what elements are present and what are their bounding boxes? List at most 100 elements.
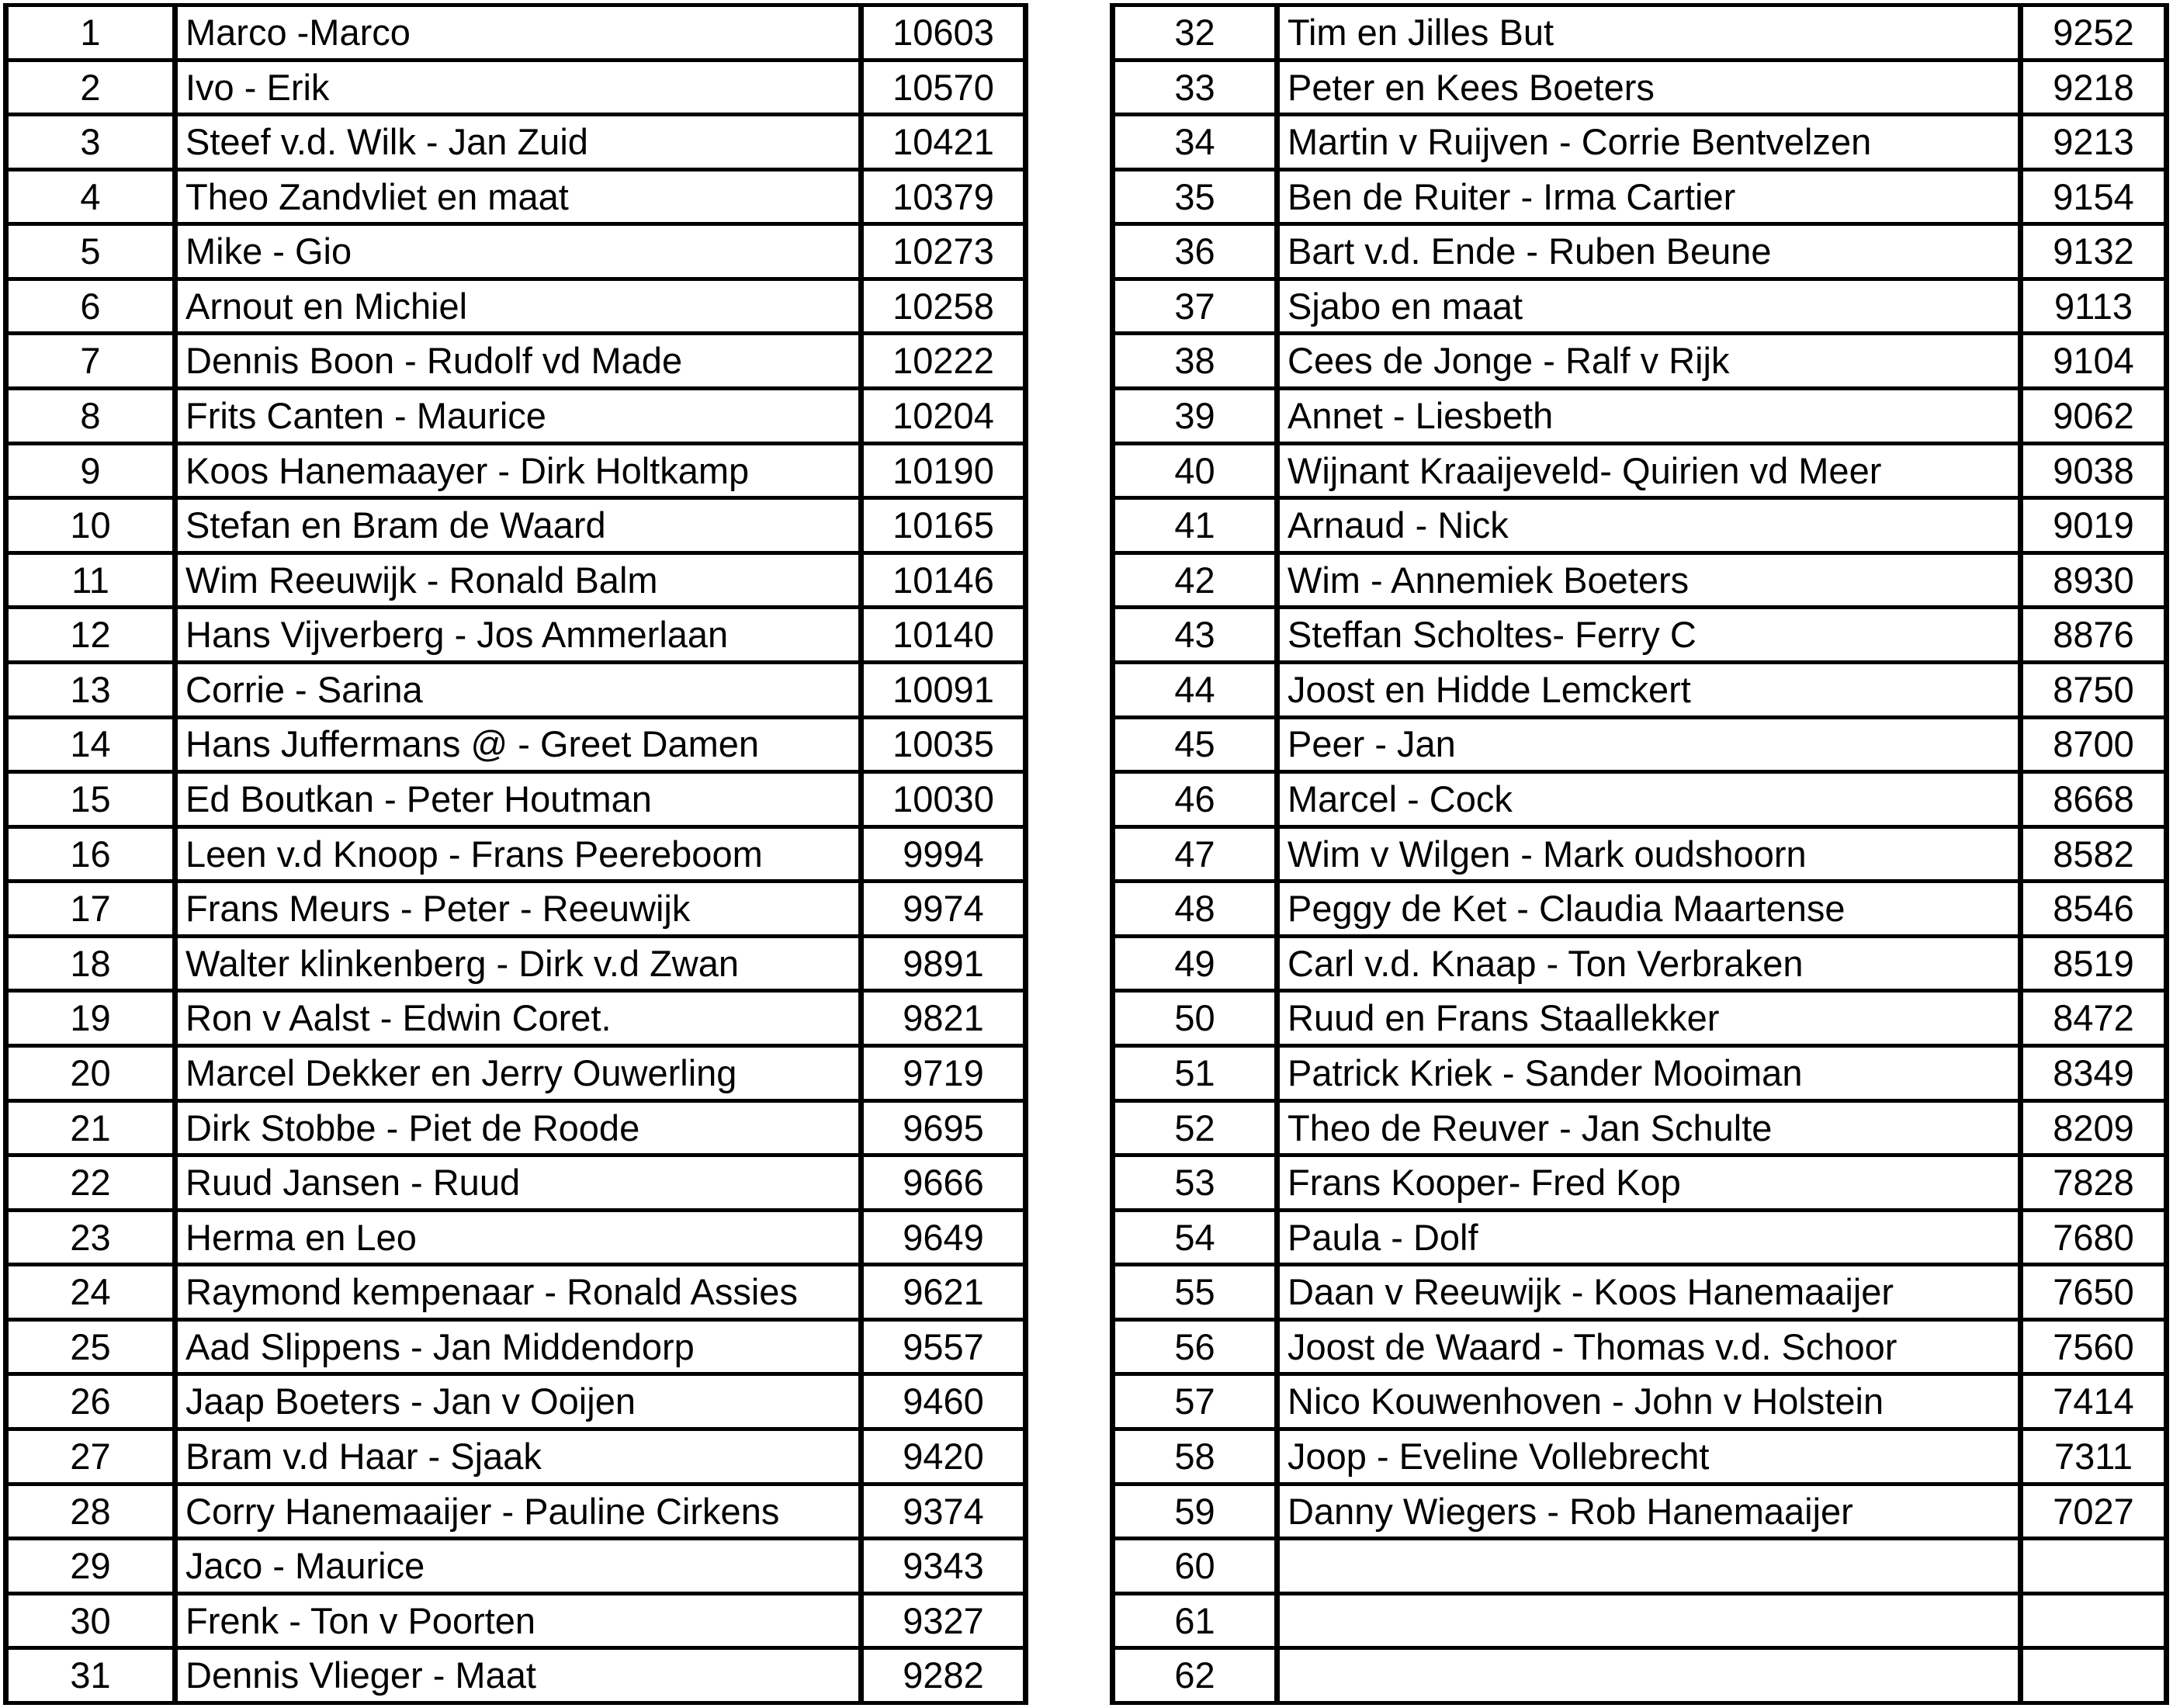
rank-cell: 57: [1110, 1372, 1280, 1432]
rank-cell: 8: [3, 386, 178, 445]
table-row: 23 Herma en Leo 9649: [3, 1207, 1028, 1267]
name-cell: Wim - Annemiek Boeters: [1274, 550, 2023, 610]
rank-cell: 32: [1110, 3, 1280, 62]
rank-cell: 10: [3, 496, 178, 555]
table-row: 53 Frans Kooper- Fred Kop 7828: [1110, 1153, 2169, 1212]
rank-cell: 23: [3, 1207, 178, 1267]
table-row: 42 Wim - Annemiek Boeters 8930: [1110, 550, 2169, 610]
name-cell: Patrick Kriek - Sander Mooiman: [1274, 1043, 2023, 1103]
score-cell: 10165: [858, 496, 1028, 555]
table-row: 19 Ron v Aalst - Edwin Coret. 9821: [3, 989, 1028, 1048]
table-row: 30 Frenk - Ton v Poorten 9327: [3, 1591, 1028, 1651]
table-row: 38 Cees de Jonge - Ralf v Rijk 9104: [1110, 331, 2169, 391]
name-cell: Herma en Leo: [172, 1207, 864, 1267]
score-cell: 8472: [2018, 989, 2169, 1048]
rank-cell: 12: [3, 605, 178, 664]
score-cell: 9891: [858, 934, 1028, 993]
name-cell: Hans Juffermans @ - Greet Damen: [172, 715, 864, 774]
score-cell: 9132: [2018, 222, 2169, 281]
rank-cell: 55: [1110, 1263, 1280, 1322]
rank-cell: 5: [3, 222, 178, 281]
rank-cell: 53: [1110, 1153, 1280, 1212]
score-cell: 10190: [858, 441, 1028, 501]
rank-cell: 27: [3, 1427, 178, 1486]
score-cell: 9649: [858, 1207, 1028, 1267]
name-cell: Frans Kooper- Fred Kop: [1274, 1153, 2023, 1212]
name-cell: [1274, 1591, 2023, 1651]
rank-cell: 45: [1110, 715, 1280, 774]
ranking-table: 32 Tim en Jilles But 9252 33 Peter en Kees B…: [1110, 3, 2169, 1705]
rank-cell: 21: [3, 1098, 178, 1158]
rank-cell: 61: [1110, 1591, 1280, 1651]
rank-cell: 35: [1110, 167, 1280, 227]
rank-cell: 36: [1110, 222, 1280, 281]
table-row: 21 Dirk Stobbe - Piet de Roode 9695: [3, 1098, 1028, 1158]
rank-cell: 34: [1110, 113, 1280, 171]
rank-cell: 20: [3, 1043, 178, 1103]
name-cell: Koos Hanemaayer - Dirk Holtkamp: [172, 441, 864, 501]
rank-cell: 16: [3, 824, 178, 884]
score-cell: 9994: [858, 824, 1028, 884]
table-row: 62: [1110, 1646, 2169, 1705]
rank-cell: 2: [3, 57, 178, 117]
name-cell: Peer - Jan: [1274, 715, 2023, 774]
name-cell: Annet - Liesbeth: [1274, 386, 2023, 445]
table-row: 60: [1110, 1537, 2169, 1595]
name-cell: Dirk Stobbe - Piet de Roode: [172, 1098, 864, 1158]
score-cell: 9154: [2018, 167, 2169, 227]
rank-cell: 43: [1110, 605, 1280, 664]
name-cell: Marcel - Cock: [1274, 770, 2023, 829]
name-cell: Frenk - Ton v Poorten: [172, 1591, 864, 1651]
rank-cell: 7: [3, 331, 178, 391]
score-cell: 10091: [858, 660, 1028, 719]
table-row: 5 Mike - Gio 10273: [3, 222, 1028, 281]
score-cell: 9113: [2018, 276, 2169, 336]
score-cell: 8668: [2018, 770, 2169, 829]
rank-cell: 24: [3, 1263, 178, 1322]
name-cell: Peter en Kees Boeters: [1274, 57, 2023, 117]
table-row: 33 Peter en Kees Boeters 9218: [1110, 57, 2169, 117]
name-cell: Corry Hanemaaijer - Pauline Cirkens: [172, 1481, 864, 1541]
name-cell: Ruud en Frans Staallekker: [1274, 989, 2023, 1048]
rank-cell: 58: [1110, 1427, 1280, 1486]
score-cell: 7650: [2018, 1263, 2169, 1322]
name-cell: Bart v.d. Ende - Ruben Beune: [1274, 222, 2023, 281]
name-cell: Joost de Waard - Thomas v.d. Schoor: [1274, 1317, 2023, 1377]
score-cell: 10273: [858, 222, 1028, 281]
name-cell: [1274, 1646, 2023, 1705]
rank-cell: 18: [3, 934, 178, 993]
name-cell: Theo Zandvliet en maat: [172, 167, 864, 227]
score-cell: 7027: [2018, 1481, 2169, 1541]
name-cell: Carl v.d. Knaap - Ton Verbraken: [1274, 934, 2023, 993]
score-cell: 7311: [2018, 1427, 2169, 1486]
name-cell: [1274, 1537, 2023, 1595]
table-row: 15 Ed Boutkan - Peter Houtman 10030: [3, 770, 1028, 829]
name-cell: Corrie - Sarina: [172, 660, 864, 719]
rank-cell: 11: [3, 550, 178, 610]
table-row: 36 Bart v.d. Ende - Ruben Beune 9132: [1110, 222, 2169, 281]
name-cell: Arnaud - Nick: [1274, 496, 2023, 555]
table-row: 44 Joost en Hidde Lemckert 8750: [1110, 660, 2169, 719]
table-row: 27 Bram v.d Haar - Sjaak 9420: [3, 1427, 1028, 1486]
score-cell: 10603: [858, 3, 1028, 62]
name-cell: Marco -Marco: [172, 3, 864, 62]
table-row: 24 Raymond kempenaar - Ronald Assies 9621: [3, 1263, 1028, 1322]
name-cell: Dennis Boon - Rudolf vd Made: [172, 331, 864, 391]
table-row: 31 Dennis Vlieger - Maat 9282: [3, 1646, 1028, 1705]
table-row: 18 Walter klinkenberg - Dirk v.d Zwan 9891: [3, 934, 1028, 993]
score-cell: 8546: [2018, 879, 2169, 938]
rank-cell: 41: [1110, 496, 1280, 555]
table-row: 7 Dennis Boon - Rudolf vd Made 10222: [3, 331, 1028, 391]
name-cell: Frans Meurs - Peter - Reeuwijk: [172, 879, 864, 938]
table-row: 14 Hans Juffermans @ - Greet Damen 10035: [3, 715, 1028, 774]
rank-cell: 52: [1110, 1098, 1280, 1158]
rank-cell: 39: [1110, 386, 1280, 445]
table-row: 39 Annet - Liesbeth 9062: [1110, 386, 2169, 445]
score-cell: 7828: [2018, 1153, 2169, 1212]
rank-cell: 51: [1110, 1043, 1280, 1103]
name-cell: Stefan en Bram de Waard: [172, 496, 864, 555]
score-cell: 9019: [2018, 496, 2169, 555]
table-row: 22 Ruud Jansen - Ruud 9666: [3, 1153, 1028, 1212]
table-row: 55 Daan v Reeuwijk - Koos Hanemaaijer 7650: [1110, 1263, 2169, 1322]
name-cell: Marcel Dekker en Jerry Ouwerling: [172, 1043, 864, 1103]
